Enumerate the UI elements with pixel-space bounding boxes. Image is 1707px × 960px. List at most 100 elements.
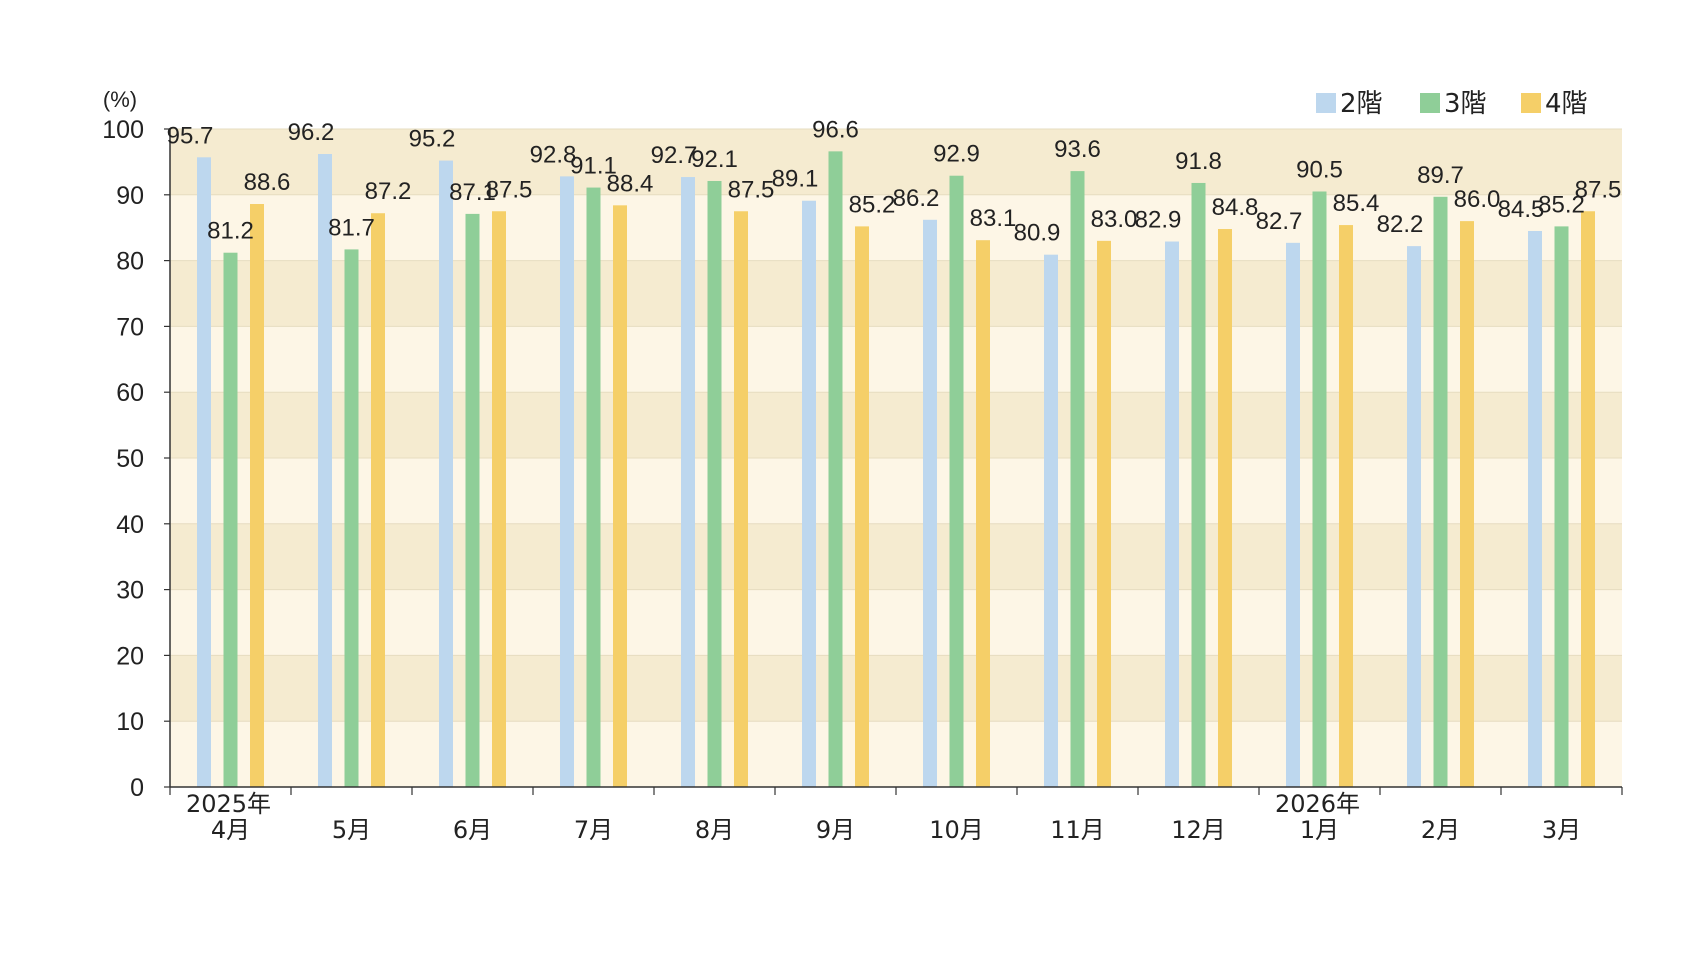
legend-label: 3階 bbox=[1444, 89, 1487, 119]
data-label: 87.5 bbox=[1575, 176, 1622, 203]
bar-2階-1月 bbox=[1286, 242, 1300, 788]
bar-4階-9月 bbox=[855, 226, 869, 787]
bar-3階-2月 bbox=[1433, 196, 1448, 788]
y-axis-ticks: 0 10 20 30 40 50 60 70 80 90 100 bbox=[102, 116, 144, 802]
bar-4階-10月 bbox=[976, 240, 990, 787]
data-label: 96.2 bbox=[288, 119, 335, 146]
bars bbox=[197, 151, 1595, 788]
background-band bbox=[170, 260, 1622, 327]
x-category-label: 1月 bbox=[1300, 816, 1339, 844]
data-label: 90.5 bbox=[1296, 157, 1343, 184]
bar-4階-3月 bbox=[1581, 211, 1595, 787]
data-label: 86.2 bbox=[893, 185, 940, 212]
data-label: 84.5 bbox=[1498, 196, 1545, 223]
x-category-label: 5月 bbox=[332, 816, 371, 844]
x-category-label: 10月 bbox=[929, 816, 984, 844]
data-label: 89.1 bbox=[772, 166, 819, 193]
axes bbox=[164, 128, 1623, 795]
data-label: 87.5 bbox=[728, 176, 775, 203]
y-tick-label: 30 bbox=[116, 577, 144, 605]
x-category-label: 12月 bbox=[1171, 816, 1226, 844]
data-label: 88.6 bbox=[244, 169, 291, 196]
y-tick-label: 100 bbox=[102, 116, 144, 144]
bar-2階-7月 bbox=[560, 176, 574, 788]
bar-2階-9月 bbox=[802, 200, 816, 788]
data-labels: 95.781.288.696.281.787.295.287.187.592.8… bbox=[167, 116, 1622, 246]
background-band bbox=[170, 721, 1622, 787]
x-category-label: 9月 bbox=[816, 816, 855, 844]
data-label: 82.7 bbox=[1256, 208, 1303, 235]
bar-2階-11月 bbox=[1044, 254, 1058, 788]
bar-2階-3月 bbox=[1528, 230, 1542, 788]
x-category-year-label: 2026年 bbox=[1275, 790, 1360, 818]
plot-background bbox=[170, 128, 1622, 787]
bar-4階-11月 bbox=[1097, 240, 1111, 788]
data-label: 89.7 bbox=[1417, 162, 1464, 189]
data-label: 87.2 bbox=[365, 178, 412, 205]
legend-swatch bbox=[1521, 93, 1541, 113]
background-band bbox=[170, 458, 1622, 524]
bar-3階-3月 bbox=[1554, 226, 1569, 787]
bar-4階-8月 bbox=[734, 211, 748, 787]
background-band bbox=[170, 655, 1622, 722]
bar-4階-2月 bbox=[1460, 221, 1474, 787]
data-label: 88.4 bbox=[607, 170, 654, 197]
bar-2階-6月 bbox=[439, 160, 453, 788]
x-category-label: 11月 bbox=[1050, 816, 1105, 844]
background-band bbox=[170, 392, 1622, 458]
bar-3階-6月 bbox=[465, 213, 480, 787]
bar-2階-10月 bbox=[923, 219, 937, 787]
background-band bbox=[170, 523, 1622, 590]
bar-3階-9月 bbox=[828, 151, 843, 787]
data-label: 92.9 bbox=[933, 141, 980, 168]
y-tick-label: 70 bbox=[116, 313, 144, 341]
x-category-label: 2月 bbox=[1421, 816, 1460, 844]
bar-2階-4月 bbox=[197, 157, 211, 787]
background-band bbox=[170, 194, 1622, 261]
y-tick-label: 20 bbox=[116, 642, 144, 670]
data-label: 80.9 bbox=[1014, 220, 1061, 247]
y-axis-unit-label: (%) bbox=[103, 87, 137, 112]
data-label: 95.7 bbox=[167, 122, 214, 149]
bar-2階-12月 bbox=[1165, 241, 1179, 787]
data-label: 87.5 bbox=[486, 176, 533, 203]
data-label: 93.6 bbox=[1054, 136, 1101, 163]
y-tick-label: 50 bbox=[116, 445, 144, 473]
bar-2階-8月 bbox=[681, 177, 695, 787]
bar-3階-10月 bbox=[949, 175, 964, 787]
bar-4階-5月 bbox=[371, 213, 385, 787]
data-label: 83.0 bbox=[1091, 206, 1138, 233]
data-label: 86.0 bbox=[1454, 186, 1501, 213]
x-category-label: 6月 bbox=[453, 816, 492, 844]
data-label: 92.7 bbox=[651, 142, 698, 169]
y-tick-label: 0 bbox=[130, 774, 144, 802]
background-band bbox=[170, 589, 1622, 656]
legend-label: 4階 bbox=[1545, 89, 1588, 119]
data-label: 96.6 bbox=[812, 116, 859, 143]
data-label: 91.1 bbox=[570, 153, 617, 180]
y-tick-label: 10 bbox=[116, 708, 144, 736]
x-category-label: 7月 bbox=[574, 816, 613, 844]
x-category-year-label: 2025年 bbox=[186, 790, 271, 818]
data-label: 82.9 bbox=[1135, 207, 1182, 234]
bar-3階-7月 bbox=[586, 187, 601, 787]
bar-3階-1月 bbox=[1312, 191, 1327, 787]
bar-2階-5月 bbox=[318, 154, 332, 787]
legend: 2階 3階 4階 bbox=[1316, 89, 1588, 119]
data-label: 81.7 bbox=[328, 214, 375, 241]
data-label: 82.2 bbox=[1377, 211, 1424, 238]
data-label: 87.1 bbox=[449, 179, 496, 206]
y-tick-label: 80 bbox=[116, 248, 144, 276]
data-label: 85.4 bbox=[1333, 190, 1380, 217]
bar-4階-7月 bbox=[613, 205, 627, 787]
data-label: 92.1 bbox=[691, 146, 738, 173]
bar-4階-6月 bbox=[492, 211, 506, 787]
data-label: 92.8 bbox=[530, 141, 577, 168]
background-band bbox=[170, 326, 1622, 393]
bar-3階-4月 bbox=[223, 252, 238, 788]
bar-4階-12月 bbox=[1218, 229, 1232, 788]
legend-label: 2階 bbox=[1340, 89, 1383, 119]
x-category-label: 3月 bbox=[1542, 816, 1581, 844]
